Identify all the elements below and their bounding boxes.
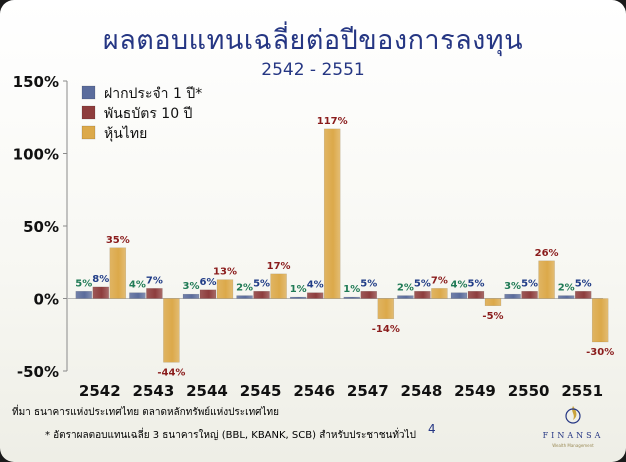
x-tick-label-2543: 2543 (133, 382, 175, 400)
bar-2545-series-0 (236, 295, 253, 299)
x-tick-label-2542: 2542 (79, 382, 121, 400)
data-label-2542-series-1: 8% (92, 274, 109, 285)
legend-label-1: พันธบัตร 10 ปี (104, 106, 193, 122)
bar-2550-series-1 (521, 291, 538, 299)
x-tick-label-2548: 2548 (401, 382, 443, 400)
chart-subtitle: 2542 - 2551 (261, 60, 365, 80)
x-tick-label-2550: 2550 (508, 382, 550, 400)
data-label-2549-series-0: 4% (451, 280, 468, 291)
bar-2544-series-1 (199, 289, 217, 299)
data-label-2546-series-1: 4% (307, 280, 324, 291)
footnote: * อัตราผลตอบแทนเฉลี่ย 3 ธนาคารใหญ่ (BBL,… (45, 430, 416, 441)
data-label-2544-series-2: 13% (213, 267, 237, 278)
y-tick-label: 50% (23, 218, 59, 236)
bar-2548-series-2 (431, 288, 448, 299)
bar-2547-series-0 (343, 296, 361, 299)
bar-2549-series-1 (467, 291, 485, 299)
bar-2546-series-0 (289, 296, 307, 299)
legend-swatch-0 (81, 85, 96, 100)
logo-ring-icon (565, 408, 581, 424)
y-tick-label: 100% (13, 146, 59, 164)
legend-swatch-1 (81, 105, 96, 120)
bar-2546-series-1 (306, 292, 324, 299)
chart-title: ผลตอบแทนเฉลี่ยต่อปีของการลงทุน (102, 25, 524, 56)
data-label-2543-series-0: 4% (129, 280, 146, 291)
data-label-2542-series-2: 35% (106, 235, 130, 246)
data-label-2547-series-2: -14% (372, 324, 400, 335)
x-tick-label-2546: 2546 (293, 382, 335, 400)
data-label-2543-series-1: 7% (146, 275, 163, 286)
bar-2549-series-0 (450, 292, 468, 299)
bar-2542-series-2 (109, 247, 127, 299)
bar-2543-series-1 (146, 288, 163, 299)
bar-2545-series-2 (270, 273, 287, 299)
data-label-2542-series-0: 5% (75, 278, 92, 289)
data-label-2545-series-2: 17% (267, 261, 291, 272)
data-label-2550-series-1: 5% (521, 278, 538, 289)
data-label-2547-series-0: 1% (343, 284, 360, 295)
bar-2551-series-1 (574, 291, 592, 299)
source-note: ที่มา ธนาคารแห่งประเทศไทย ตลาดหลักทรัพย์… (12, 407, 280, 418)
legend-label-0: ฝากประจำ 1 ปี* (104, 86, 202, 102)
data-label-2544-series-1: 6% (200, 277, 217, 288)
data-label-2550-series-2: 26% (535, 248, 559, 259)
x-tick-label-2547: 2547 (347, 382, 389, 400)
bar-2550-series-2 (538, 260, 555, 299)
bar-2550-series-0 (504, 293, 521, 299)
logo-flame-icon (572, 406, 577, 420)
logo-tagline: Wealth Management (552, 443, 594, 448)
y-tick-label: 150% (13, 73, 59, 91)
y-tick-label: 0% (34, 291, 59, 309)
x-tick-label-2544: 2544 (186, 382, 228, 400)
bar-2545-series-1 (253, 291, 270, 299)
data-label-2550-series-0: 3% (504, 281, 521, 292)
bar-2551-series-2 (591, 298, 609, 343)
data-label-2549-series-2: -5% (482, 311, 503, 322)
logo-wordmark: FINANSA (543, 431, 604, 440)
y-tick-label: -50% (17, 363, 59, 381)
x-tick-label-2545: 2545 (240, 382, 282, 400)
data-label-2544-series-0: 3% (183, 281, 200, 292)
legend-label-2: หุ้นไทย (104, 125, 147, 142)
data-label-2545-series-0: 2% (236, 283, 253, 294)
data-label-2545-series-1: 5% (253, 278, 270, 289)
data-label-2551-series-2: -30% (586, 347, 614, 358)
bar-2543-series-0 (129, 292, 146, 299)
bar-2551-series-0 (557, 295, 575, 299)
bar-2543-series-2 (163, 298, 180, 363)
bar-2546-series-2 (323, 128, 341, 299)
data-label-2548-series-2: 7% (431, 275, 448, 286)
bar-2544-series-2 (216, 279, 234, 299)
data-label-2546-series-0: 1% (290, 284, 307, 295)
bar-2549-series-2 (484, 298, 502, 306)
bar-2544-series-0 (182, 293, 200, 299)
data-label-2548-series-0: 2% (397, 283, 414, 294)
finansa-logo: FINANSA Wealth Management (530, 404, 616, 452)
bar-2542-series-1 (92, 286, 110, 299)
bar-2547-series-1 (360, 291, 378, 299)
page-number: 4 (428, 422, 436, 436)
bar-2548-series-0 (397, 295, 414, 299)
data-label-2546-series-2: 117% (317, 116, 348, 127)
data-label-2543-series-2: -44% (157, 367, 185, 378)
data-label-2547-series-1: 5% (360, 278, 377, 289)
data-label-2549-series-1: 5% (468, 278, 485, 289)
bar-2542-series-0 (75, 291, 93, 299)
bar-2548-series-1 (414, 291, 431, 299)
x-tick-label-2549: 2549 (454, 382, 496, 400)
data-label-2551-series-0: 2% (558, 283, 575, 294)
data-label-2551-series-1: 5% (575, 278, 592, 289)
data-label-2548-series-1: 5% (414, 278, 431, 289)
legend-swatch-2 (81, 125, 96, 140)
bar-2547-series-2 (377, 298, 395, 320)
x-tick-label-2551: 2551 (561, 382, 603, 400)
